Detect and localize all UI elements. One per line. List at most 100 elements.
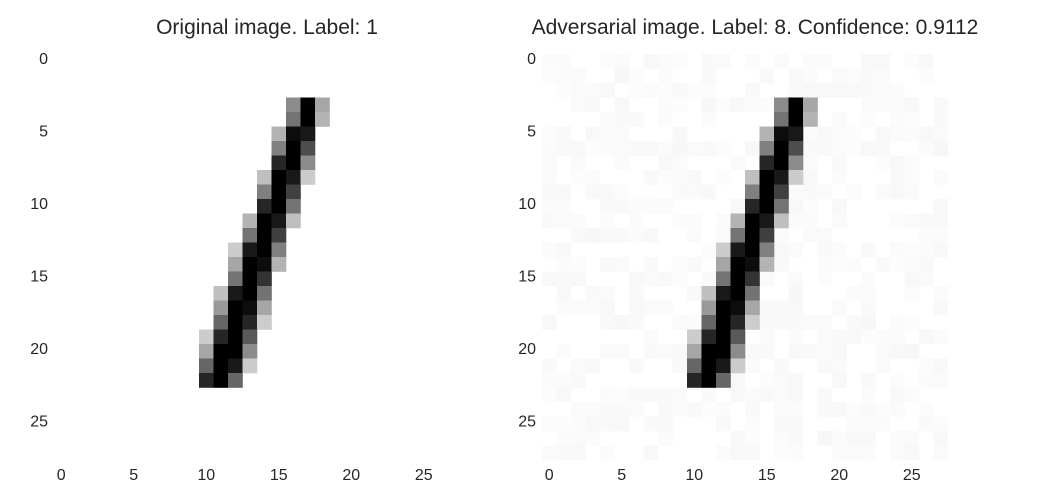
adversarial-image-noise-pixel (832, 358, 847, 374)
adversarial-image-noise-pixel (861, 315, 876, 330)
adversarial-image-pixel (774, 97, 789, 113)
original-image-x-tick-label: 15 (270, 467, 288, 484)
adversarial-image-title: Adversarial image. Label: 8. Confidence:… (532, 16, 979, 39)
adversarial-image-noise-pixel (861, 431, 876, 446)
adversarial-image-noise-pixel (832, 170, 847, 185)
adversarial-image-noise-pixel (658, 97, 673, 113)
adversarial-image-noise-pixel (803, 141, 818, 156)
adversarial-image-noise-pixel (600, 315, 615, 330)
adversarial-image-noise-pixel (745, 358, 760, 374)
adversarial-image-noise-pixel (803, 228, 818, 243)
adversarial-image-noise-pixel (643, 170, 659, 185)
adversarial-image-noise-pixel (629, 387, 644, 403)
adversarial-image-noise-pixel (643, 83, 659, 98)
adversarial-image-noise-pixel (933, 445, 949, 461)
adversarial-image-noise-pixel (904, 387, 920, 403)
adversarial-image-noise-pixel (600, 141, 615, 156)
adversarial-image-noise-pixel (788, 271, 804, 287)
adversarial-image-noise-pixel (600, 184, 615, 200)
original-image-y-tick-label: 5 (39, 123, 48, 140)
adversarial-image-noise-pixel (904, 315, 920, 330)
adversarial-image-noise-pixel (556, 257, 572, 272)
adversarial-image-noise-pixel (904, 112, 920, 127)
adversarial-image-noise-pixel (571, 373, 586, 388)
original-image-pixel (199, 344, 214, 359)
adversarial-image-noise-pixel (600, 199, 615, 214)
adversarial-image-pixel (759, 199, 775, 214)
adversarial-image-y-tick-label: 5 (527, 123, 536, 140)
adversarial-image-noise-pixel (817, 242, 833, 258)
adversarial-image-noise-pixel (933, 416, 949, 432)
adversarial-image-noise-pixel (658, 271, 673, 287)
original-image-pixel (286, 112, 301, 127)
original-image-pixel (257, 242, 272, 258)
adversarial-image-noise-pixel (629, 83, 644, 98)
adversarial-image-noise-pixel (832, 402, 847, 417)
adversarial-image-noise-pixel (846, 68, 862, 84)
adversarial-image-noise-pixel (585, 286, 601, 301)
adversarial-image-noise-pixel (672, 97, 688, 113)
adversarial-image-y-ticks: 0 5 10 15 20 25 (518, 51, 536, 431)
original-image-y-tick-label: 20 (30, 341, 48, 358)
original-image-pixel (315, 112, 330, 127)
adversarial-image-noise-pixel (774, 402, 789, 417)
adversarial-image-noise-pixel (832, 213, 847, 229)
adversarial-image-noise-pixel (861, 68, 876, 84)
adversarial-image-noise-pixel (745, 402, 760, 417)
adversarial-image-pixel (730, 228, 746, 243)
adversarial-image-noise-pixel (672, 387, 688, 403)
adversarial-image-noise-pixel (687, 402, 702, 417)
adversarial-image-pixel (745, 199, 760, 214)
adversarial-image-noise-pixel (629, 315, 644, 330)
adversarial-image-noise-pixel (701, 83, 717, 98)
adversarial-image-noise-pixel (600, 213, 615, 229)
original-image-pixel (286, 141, 301, 156)
adversarial-image-pixel (730, 213, 746, 229)
adversarial-image-noise-pixel (730, 199, 746, 214)
adversarial-image-pixel (788, 155, 804, 171)
adversarial-image-noise-pixel (542, 184, 557, 200)
adversarial-image-noise-pixel (890, 431, 905, 446)
adversarial-image-noise-pixel (861, 83, 876, 98)
adversarial-image-noise-pixel (745, 387, 760, 403)
adversarial-image-noise-pixel (861, 54, 876, 69)
adversarial-image-pixel (759, 228, 775, 243)
adversarial-image-noise-pixel (832, 141, 847, 156)
original-image-pixel (213, 329, 229, 345)
adversarial-image-noise-pixel (745, 416, 760, 432)
adversarial-image-noise-pixel (759, 68, 775, 84)
original-image-pixel (257, 213, 272, 229)
adversarial-image-noise-pixel (832, 329, 847, 345)
original-image-pixel (286, 213, 301, 229)
adversarial-image-x-tick-label: 5 (617, 467, 626, 484)
adversarial-image-noise-pixel (571, 358, 586, 374)
adversarial-image-noise-pixel (846, 445, 862, 461)
adversarial-image-noise-pixel (542, 199, 557, 214)
adversarial-image-noise-pixel (788, 387, 804, 403)
adversarial-image-noise-pixel (788, 286, 804, 301)
adversarial-image-noise-pixel (571, 300, 586, 316)
adversarial-image-noise-pixel (846, 402, 862, 417)
adversarial-image-noise-pixel (846, 329, 862, 345)
adversarial-image-pixel (788, 126, 804, 142)
adversarial-image-noise-pixel (832, 68, 847, 84)
original-image-pixel (228, 373, 243, 388)
adversarial-image-pixel (730, 329, 746, 345)
adversarial-image-noise-pixel (571, 431, 586, 446)
adversarial-image-noise-pixel (803, 213, 818, 229)
original-image-pixel (286, 97, 301, 113)
original-image-pixel (271, 257, 287, 272)
adversarial-image-noise-pixel (817, 228, 833, 243)
adversarial-image-noise-pixel (774, 54, 789, 69)
adversarial-image-noise-pixel (774, 257, 789, 272)
adversarial-image-y-tick-label: 25 (518, 413, 536, 430)
adversarial-image-pixel (745, 257, 760, 272)
adversarial-image-noise-pixel (788, 315, 804, 330)
adversarial-image-noise-pixel (861, 271, 876, 287)
adversarial-image-noise-pixel (672, 54, 688, 69)
adversarial-image-noise-pixel (890, 387, 905, 403)
adversarial-image-pixel (687, 344, 702, 359)
adversarial-image-noise-pixel (701, 141, 717, 156)
adversarial-image-noise-pixel (672, 184, 688, 200)
adversarial-image-noise-pixel (875, 141, 891, 156)
